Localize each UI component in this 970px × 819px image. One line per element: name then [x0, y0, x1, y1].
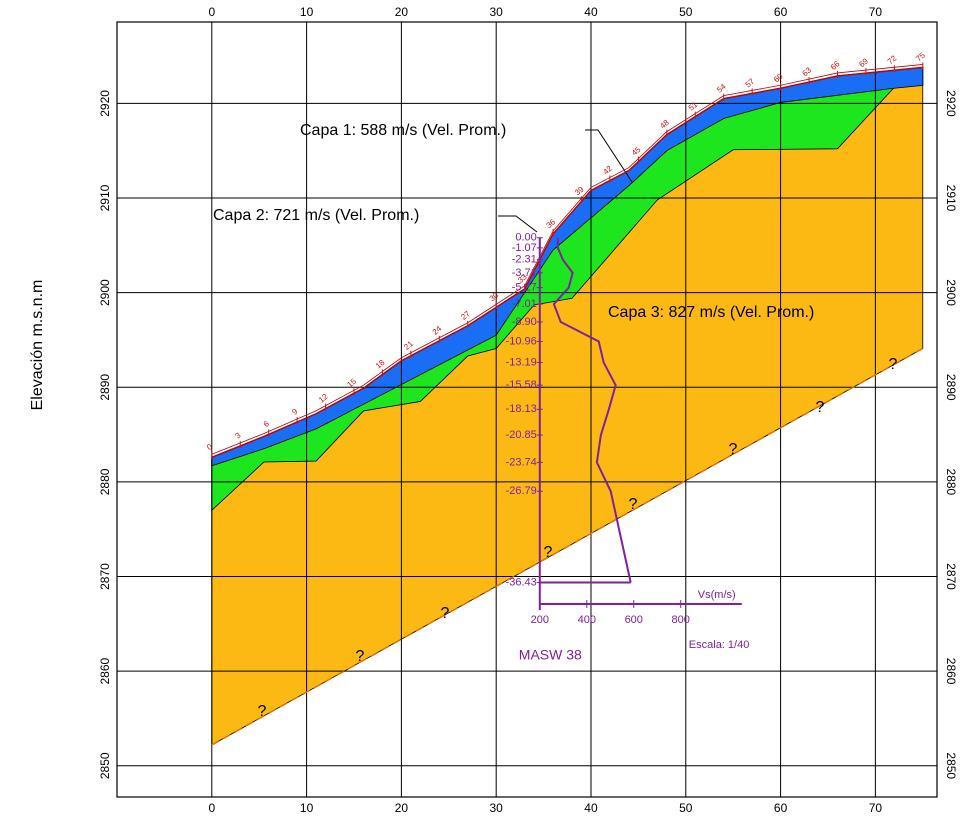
masw-scale: Escala: 1/40 [689, 639, 750, 651]
station-label: 63 [800, 65, 813, 78]
x-tick-label: 70 [869, 5, 883, 19]
station-label: 66 [829, 59, 842, 72]
y-tick-label: 2860 [98, 657, 112, 684]
y-tick-label: 2880 [944, 469, 958, 496]
depth-label: -2.31 [512, 254, 537, 266]
depth-label: -18.13 [506, 403, 537, 415]
station-label: 51 [687, 100, 700, 113]
station-label: 54 [715, 82, 728, 95]
leader-line [585, 129, 633, 183]
vs-tick-label: 400 [578, 614, 596, 626]
depth-label: -8.90 [512, 316, 537, 328]
masw-title: MASW 38 [519, 647, 582, 663]
unknown-mark: ? [258, 703, 267, 720]
station-label: 27 [459, 309, 472, 322]
station-label: 24 [431, 324, 444, 337]
depth-label: -20.85 [506, 429, 537, 441]
grid [117, 22, 937, 797]
y-tick-label: 2890 [98, 374, 112, 401]
boundary-line [211, 347, 924, 746]
station-label: 18 [374, 358, 387, 371]
depth-label: -26.79 [506, 485, 537, 497]
layer-label: Capa 3: 827 m/s (Vel. Prom.) [608, 304, 814, 321]
y-tick-label: 2910 [944, 185, 958, 212]
x-tick-label: 60 [774, 801, 788, 815]
depth-label: 0.00 [515, 232, 536, 244]
y-axis-label: Elevación m.s.n.m [29, 280, 46, 411]
x-tick-label: 10 [300, 801, 314, 815]
station-label: 60 [772, 71, 785, 84]
station-label: 6 [262, 419, 272, 429]
x-tick-label: 0 [208, 5, 215, 19]
y-tick-label: 2900 [944, 279, 958, 306]
y-tick-label: 2850 [98, 752, 112, 779]
depth-label: -5.27 [512, 282, 537, 294]
station-label: 72 [886, 53, 899, 66]
station-label: 48 [658, 118, 671, 131]
layer-label: Capa 2: 721 m/s (Vel. Prom.) [213, 207, 419, 224]
station-label: 9 [290, 406, 300, 416]
vs-tick-label: 200 [531, 614, 549, 626]
unknown-mark: ? [816, 399, 825, 416]
x-tick-label: 0 [208, 801, 215, 815]
y-tick-label: 2870 [944, 563, 958, 590]
frame [116, 21, 938, 798]
y-tick-label: 2920 [944, 90, 958, 117]
depth-label: -7.01 [512, 298, 537, 310]
station-label: 57 [744, 76, 757, 89]
depth-label: -36.43 [506, 576, 537, 588]
y-tick-label: 2850 [944, 752, 958, 779]
depth-label: -3.71 [512, 267, 537, 279]
leader-line [498, 215, 538, 233]
vs-axis-label: Vs(m/s) [698, 589, 736, 601]
unknown-mark: ? [544, 544, 553, 561]
unknown-mark: ? [729, 441, 738, 458]
station-label: 75 [914, 50, 927, 63]
depth-label: -15.58 [506, 379, 537, 391]
y-tick-label: 2860 [944, 658, 958, 685]
y-tick-label: 2910 [98, 184, 112, 211]
depth-label: -13.19 [506, 356, 537, 368]
y-tick-label: 2880 [98, 468, 112, 495]
unknown-mark: ? [629, 496, 638, 513]
x-tick-label: 70 [869, 801, 883, 815]
unknown-mark: ? [441, 605, 450, 622]
x-tick-label: 20 [395, 5, 409, 19]
x-tick-label: 30 [490, 801, 504, 815]
station-label: 42 [601, 164, 614, 177]
vs-tick-label: 600 [625, 614, 643, 626]
unknown-mark: ? [356, 648, 365, 665]
y-tick-label: 2870 [98, 563, 112, 590]
vs-profile [552, 237, 632, 583]
x-tick-label: 40 [584, 801, 598, 815]
station-label: 12 [317, 392, 330, 405]
station-label: 21 [402, 339, 415, 352]
station-label: 0 [205, 442, 215, 452]
station-label: 69 [857, 56, 870, 69]
layer-label: Capa 1: 588 m/s (Vel. Prom.) [300, 122, 506, 139]
depth-label: -1.07 [512, 242, 537, 254]
x-tick-label: 40 [584, 5, 598, 19]
station-label: 3 [233, 430, 243, 440]
x-tick-label: 10 [300, 5, 314, 19]
x-tick-label: 20 [395, 801, 409, 815]
x-tick-label: 50 [679, 5, 693, 19]
x-tick-label: 60 [774, 5, 788, 19]
depth-label: -10.96 [506, 335, 537, 347]
y-tick-label: 2920 [98, 90, 112, 117]
vs-tick-label: 800 [672, 614, 690, 626]
y-tick-label: 2890 [944, 374, 958, 401]
x-tick-label: 50 [679, 801, 693, 815]
unknown-mark: ? [889, 356, 898, 373]
depth-label: -23.74 [506, 456, 537, 468]
y-tick-label: 2900 [98, 279, 112, 306]
x-tick-label: 30 [490, 5, 504, 19]
